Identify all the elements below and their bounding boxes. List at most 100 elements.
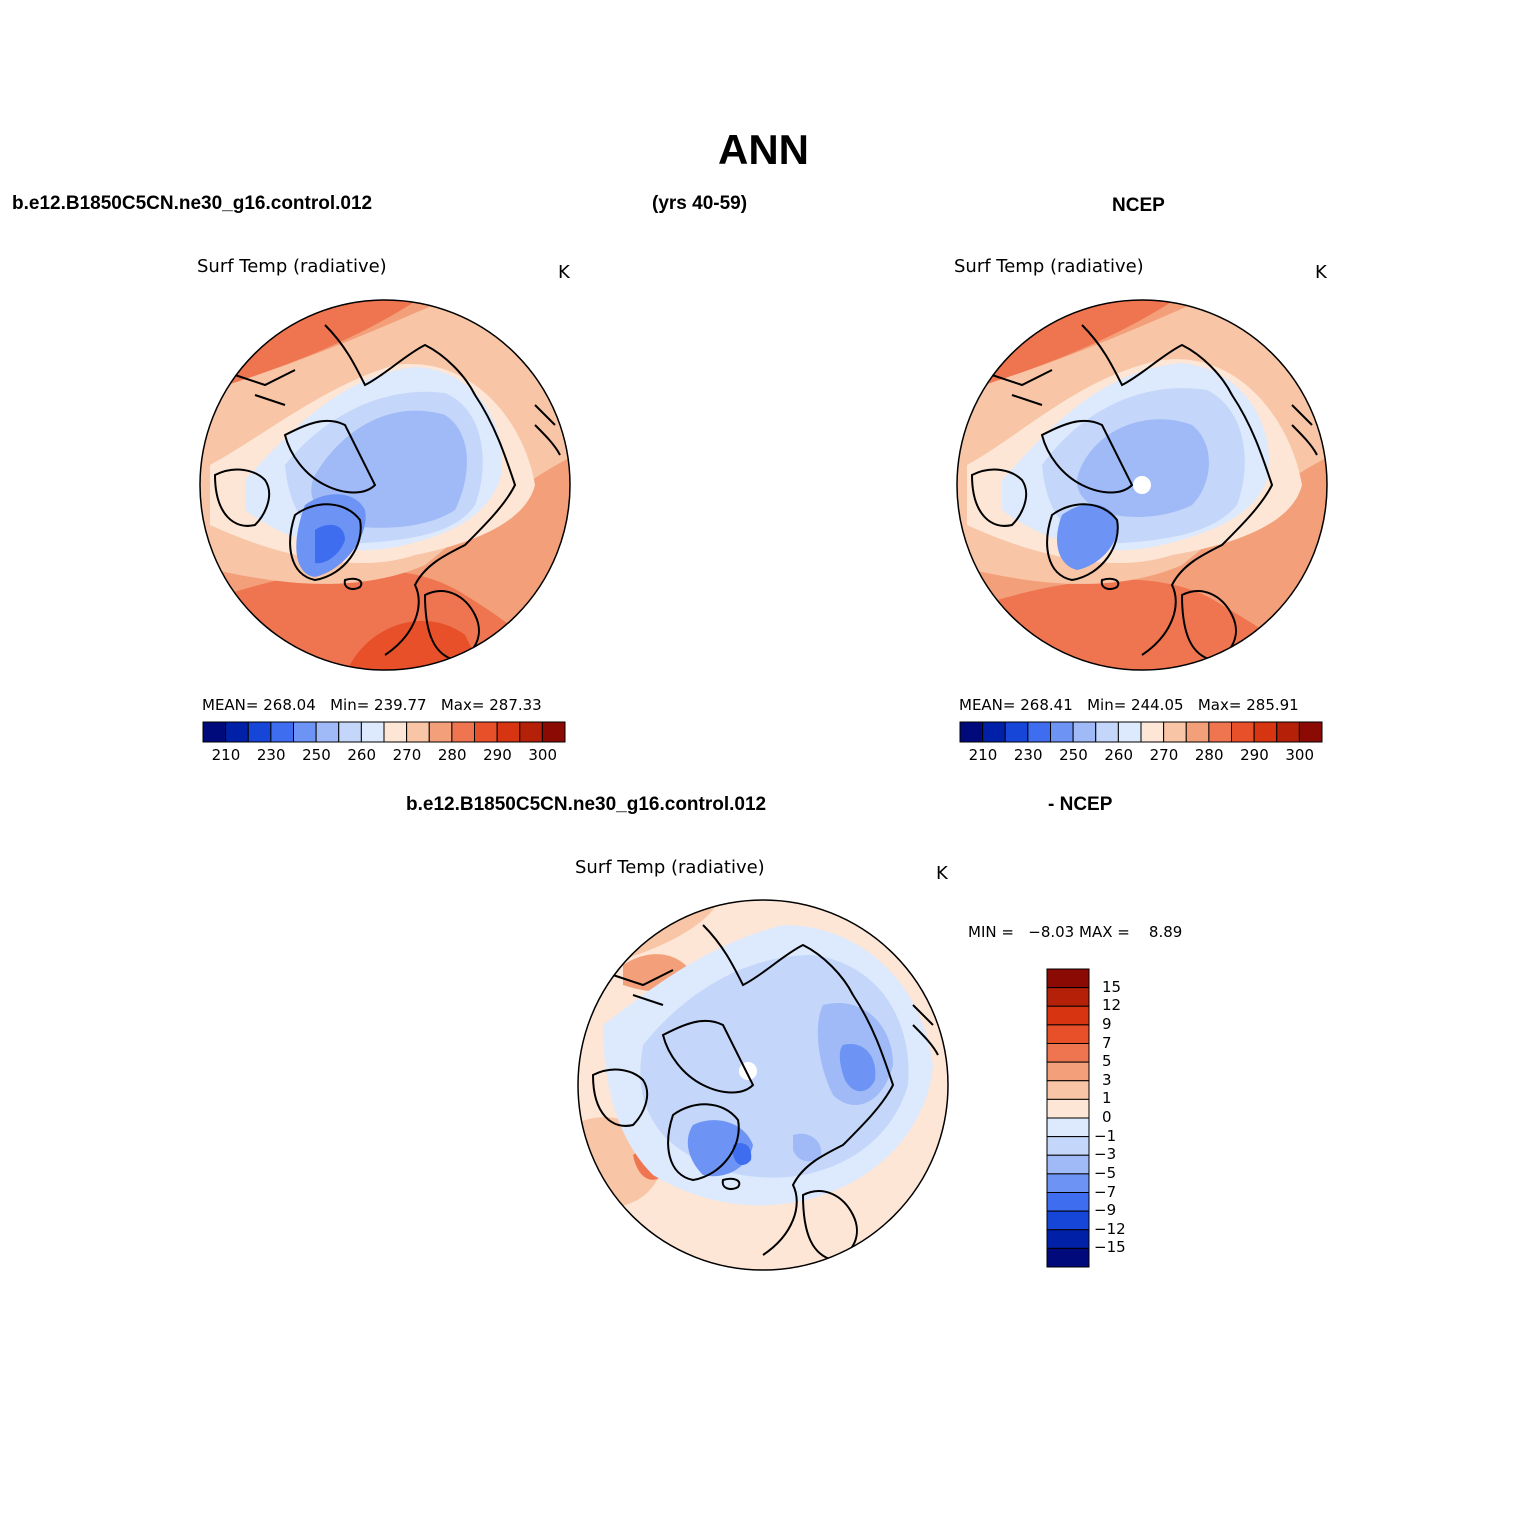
colorbar-tick-label: 270: [1149, 746, 1179, 764]
obs-polar-map: [956, 299, 1328, 671]
colorbar-tick-label: −1: [1094, 1126, 1117, 1145]
obs-min-value: 244.05: [1131, 696, 1184, 714]
obs-colorbar-ticks: 210 230 250 260 270 280 290 300: [960, 746, 1322, 766]
model-panel-units: K: [558, 262, 570, 283]
obs-panel-units: K: [1315, 262, 1327, 283]
diff-case-name: b.e12.B1850C5CN.ne30_g16.control.012: [406, 794, 767, 815]
colorbar-swatch: [1004, 721, 1029, 743]
colorbar-swatch: [1298, 721, 1323, 743]
colorbar-swatch: [225, 721, 249, 743]
diff-panel-units: K: [936, 863, 948, 884]
diff-stats: MIN = −8.03 MAX = 8.89: [968, 923, 1182, 941]
colorbar-tick-label: 270: [392, 746, 422, 764]
colorbar-swatch: [1072, 721, 1097, 743]
colorbar-tick-label: 260: [1104, 746, 1134, 764]
model-min-label: Min=: [330, 696, 370, 714]
obs-stats: MEAN= 268.41 Min= 244.05 Max= 285.91: [959, 696, 1299, 714]
colorbar-swatch: [406, 721, 430, 743]
colorbar-swatch: [474, 721, 498, 743]
colorbar-swatch: [338, 721, 362, 743]
colorbar-swatch: [1163, 721, 1187, 743]
colorbar-swatch: [293, 721, 317, 743]
model-min-value: 239.77: [374, 696, 427, 714]
case-name: b.e12.B1850C5CN.ne30_g16.control.012: [12, 193, 373, 214]
colorbar-tick-label: 280: [437, 746, 467, 764]
colorbar-swatch: [982, 721, 1006, 743]
colorbar-tick-label: 300: [528, 746, 558, 764]
colorbar-tick-label: 210: [211, 746, 241, 764]
colorbar-swatch: [1046, 1043, 1090, 1063]
model-stats: MEAN= 268.04 Min= 239.77 Max= 287.33: [202, 696, 542, 714]
colorbar-swatch: [1046, 1005, 1090, 1026]
obs-min-label: Min=: [1087, 696, 1127, 714]
colorbar-swatch: [1253, 721, 1278, 743]
colorbar-tick-label: −3: [1094, 1145, 1117, 1164]
colorbar-swatch: [247, 721, 272, 743]
colorbar-tick-label: 250: [1059, 746, 1088, 764]
colorbar-tick-label: 210: [968, 746, 998, 764]
colorbar-swatch: [428, 721, 453, 743]
colorbar-tick-label: −5: [1094, 1163, 1117, 1182]
colorbar-tick-label: 9: [1102, 1014, 1112, 1033]
colorbar-tick-label: 1: [1102, 1089, 1112, 1108]
colorbar-swatch: [1046, 1098, 1090, 1119]
colorbar-swatch: [1027, 721, 1051, 743]
diff-panel-title: Surf Temp (radiative): [575, 857, 765, 878]
colorbar-swatch: [1140, 721, 1165, 743]
colorbar-tick-label: 230: [1013, 746, 1043, 764]
colorbar-swatch: [1046, 1229, 1090, 1249]
colorbar-swatch: [451, 721, 475, 743]
colorbar-tick-label: 250: [302, 746, 331, 764]
colorbar-swatch: [202, 721, 227, 743]
obs-mean-label: MEAN=: [959, 696, 1016, 714]
diff-polar-map: [577, 899, 949, 1271]
colorbar-swatch: [1095, 721, 1119, 743]
diff-min-value: −8.03: [1028, 923, 1075, 941]
colorbar-tick-label: 12: [1102, 996, 1122, 1015]
diff-max-label: MAX =: [1079, 923, 1130, 941]
model-mean-value: 268.04: [263, 696, 316, 714]
colorbar-swatch: [1276, 721, 1300, 743]
colorbar-tick-label: −12: [1094, 1219, 1126, 1238]
model-colorbar-ticks: 210 230 250 260 270 280 290 300: [203, 746, 565, 766]
colorbar-swatch: [1046, 1061, 1090, 1082]
colorbar-swatch: [496, 721, 521, 743]
colorbar-swatch: [1046, 1173, 1090, 1193]
model-max-value: 287.33: [489, 696, 542, 714]
colorbar-tick-label: 260: [347, 746, 377, 764]
colorbar-swatch: [519, 721, 543, 743]
colorbar-tick-label: 300: [1285, 746, 1315, 764]
colorbar-swatch: [1208, 721, 1232, 743]
diff-max-value: 8.89: [1148, 923, 1183, 941]
colorbar-tick-label: 0: [1102, 1108, 1112, 1126]
diff-obs-name: - NCEP: [1048, 794, 1113, 815]
colorbar-swatch: [1046, 1154, 1090, 1175]
colorbar-swatch: [1117, 721, 1142, 743]
colorbar-swatch: [1046, 1080, 1090, 1100]
colorbar-swatch: [1046, 1247, 1090, 1268]
model-max-label: Max=: [440, 696, 485, 714]
colorbar-tick-label: −9: [1094, 1201, 1117, 1220]
colorbar-tick-label: 15: [1102, 977, 1122, 996]
obs-panel-title: Surf Temp (radiative): [954, 256, 1144, 277]
colorbar-tick-label: 5: [1102, 1052, 1112, 1071]
colorbar-swatch: [1046, 1210, 1090, 1231]
model-polar-map: [199, 299, 571, 671]
colorbar-swatch: [383, 721, 408, 743]
colorbar-tick-label: −15: [1094, 1238, 1126, 1257]
obs-colorbar: [959, 721, 1323, 743]
diff-min-label: MIN =: [968, 923, 1014, 941]
colorbar-tick-label: 3: [1102, 1070, 1112, 1089]
colorbar-swatch: [1046, 987, 1090, 1007]
diff-colorbar-ticks: 15 12 9 7 5 3 1 0 −1 −3 −5 −7 −9 −12 −15: [1094, 969, 1154, 1267]
colorbar-swatch: [1046, 1192, 1090, 1212]
colorbar-tick-label: 290: [1240, 746, 1269, 764]
model-colorbar: [202, 721, 566, 743]
years-label: (yrs 40-59): [652, 193, 748, 214]
colorbar-swatch: [270, 721, 294, 743]
colorbar-tick-label: 290: [483, 746, 512, 764]
model-mean-label: MEAN=: [202, 696, 259, 714]
obs-max-value: 285.91: [1246, 696, 1299, 714]
colorbar-tick-label: 230: [256, 746, 286, 764]
obs-mean-value: 268.41: [1020, 696, 1073, 714]
